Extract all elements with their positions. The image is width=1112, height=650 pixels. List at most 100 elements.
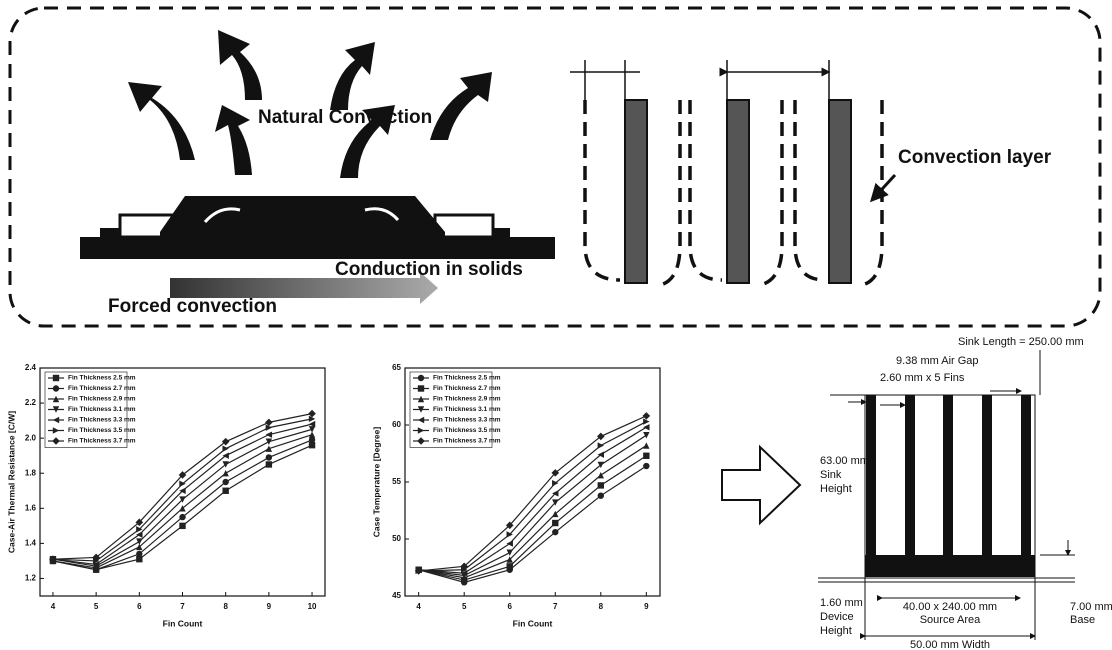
base-line: 7.00 mm (1070, 601, 1112, 613)
sink-height-line: Sink (820, 469, 842, 481)
x-tick-label: 10 (308, 602, 317, 611)
point (418, 385, 424, 391)
legend-label: Fin Thickness 3.1 mm (433, 406, 501, 413)
device-height-line: Height (820, 625, 852, 637)
legend-label: Fin Thickness 2.7 mm (433, 385, 501, 392)
y-tick-label: 65 (392, 363, 401, 372)
point (507, 549, 513, 555)
point (222, 488, 228, 494)
chip (80, 196, 555, 304)
point (222, 445, 228, 451)
point (53, 427, 59, 433)
fins-detail (570, 60, 895, 285)
series-line (419, 446, 647, 578)
x-tick-label: 9 (644, 602, 649, 611)
point (266, 454, 272, 460)
x-tick-label: 7 (553, 602, 558, 611)
point (643, 424, 649, 430)
width-label: 50.00 mm Width (910, 639, 990, 650)
fins-label: 2.60 mm x 5 Fins (880, 372, 965, 384)
point (136, 551, 142, 557)
convection-layer-label: Convection layer (898, 147, 1052, 168)
base-line: Base (1070, 614, 1095, 626)
point (222, 479, 228, 485)
point (222, 470, 228, 476)
legend-label: Fin Thickness 3.7 mm (68, 438, 136, 445)
sink-height-line: 63.00 mm (820, 455, 869, 467)
point (266, 461, 272, 467)
source-area-line: 40.00 x 240.00 mm (903, 601, 997, 613)
figure: Natural Convection Conduction in solids … (0, 0, 1112, 650)
point (266, 431, 272, 437)
point (507, 563, 513, 569)
series-line (53, 424, 312, 564)
series-line (419, 466, 647, 582)
x-tick-label: 6 (137, 602, 142, 611)
point (643, 453, 649, 459)
point (598, 442, 604, 448)
legend-label: Fin Thickness 2.5 mm (68, 375, 136, 382)
legend-label: Fin Thickness 3.1 mm (68, 406, 136, 413)
series-line (419, 435, 647, 575)
y-tick-label: 1.4 (25, 538, 37, 547)
point (418, 375, 424, 381)
device-height-line: Device (820, 611, 854, 623)
x-tick-label: 9 (267, 602, 272, 611)
x-tick-label: 4 (416, 602, 421, 611)
x-axis-label: Fin Count (163, 618, 203, 628)
point (136, 538, 142, 544)
point (643, 412, 651, 420)
x-tick-label: 5 (94, 602, 99, 611)
x-tick-label: 8 (223, 602, 228, 611)
legend-label: Fin Thickness 3.7 mm (433, 438, 501, 445)
y-axis-label: Case Temperature [Degree] (371, 427, 381, 538)
y-axis-label: Case-Air Thermal Resistance [C/W] (6, 411, 16, 553)
point (643, 432, 649, 438)
y-tick-label: 60 (392, 420, 401, 429)
point (53, 417, 59, 423)
series-line (53, 440, 312, 570)
y-tick-label: 45 (392, 591, 401, 600)
point (266, 438, 272, 444)
point (53, 385, 59, 391)
point (552, 529, 558, 535)
y-tick-label: 1.2 (25, 574, 37, 583)
y-tick-label: 1.8 (25, 468, 37, 477)
y-tick-label: 2.4 (25, 363, 37, 372)
point (552, 520, 558, 526)
x-tick-label: 8 (599, 602, 604, 611)
source-area-line: Source Area (920, 614, 981, 626)
legend-label: Fin Thickness 3.3 mm (433, 417, 501, 424)
conduction-label: Conduction in solids (335, 259, 523, 280)
legend-label: Fin Thickness 2.5 mm (433, 375, 501, 382)
x-tick-label: 5 (462, 602, 467, 611)
point (309, 426, 315, 432)
device-height-line: 1.60 mm (820, 597, 863, 609)
legend-label: Fin Thickness 2.9 mm (433, 396, 501, 403)
legend-label: Fin Thickness 2.7 mm (68, 385, 136, 392)
y-tick-label: 50 (392, 534, 401, 543)
point (179, 514, 185, 520)
natural-convection-label: Natural Convection (258, 107, 432, 128)
x-tick-label: 4 (51, 602, 56, 611)
point (643, 442, 649, 448)
point (179, 523, 185, 529)
y-tick-label: 2.2 (25, 398, 37, 407)
x-tick-label: 7 (180, 602, 185, 611)
x-tick-label: 6 (508, 602, 513, 611)
point (417, 437, 425, 445)
point (418, 427, 424, 433)
legend-label: Fin Thickness 3.5 mm (433, 427, 501, 434)
flow-arrow (722, 447, 800, 523)
y-tick-label: 55 (392, 477, 401, 486)
point (598, 472, 604, 478)
point (598, 482, 604, 488)
point (598, 492, 604, 498)
point (266, 445, 272, 451)
sink-length: Sink Length = 250.00 mm (958, 336, 1084, 348)
point (507, 540, 513, 546)
legend-label: Fin Thickness 2.9 mm (68, 396, 136, 403)
point (52, 437, 60, 445)
point (53, 375, 59, 381)
legend-label: Fin Thickness 3.3 mm (68, 417, 136, 424)
